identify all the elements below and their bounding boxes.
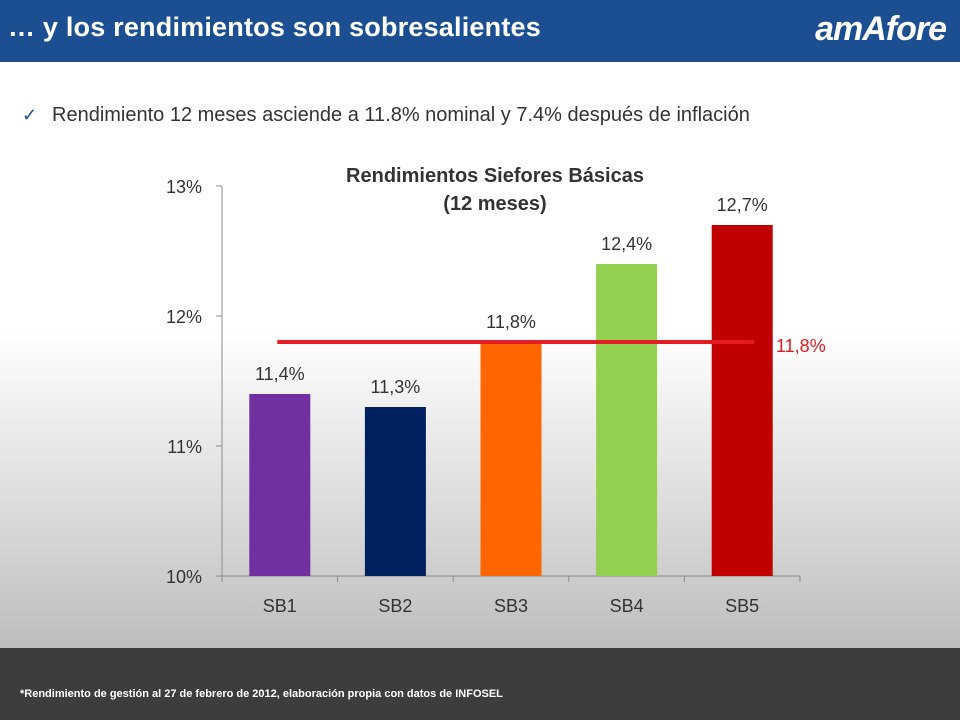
bullet-point: ✓ Rendimiento 12 meses asciende a 11.8% … xyxy=(22,104,750,127)
x-tick-label: SB2 xyxy=(378,596,412,616)
y-tick-label: 11% xyxy=(167,437,202,457)
chart-title-line: (12 meses) xyxy=(443,193,546,215)
y-tick-label: 10% xyxy=(166,567,202,587)
x-tick-label: SB4 xyxy=(610,596,644,616)
header-bar: … y los rendimientos son sobresalientes … xyxy=(0,0,960,62)
bar-sb4 xyxy=(596,264,658,576)
page-title: … y los rendimientos son sobresalientes xyxy=(8,12,541,42)
bar-sb2 xyxy=(364,407,426,576)
checkmark-icon: ✓ xyxy=(22,105,38,125)
x-tick-label: SB3 xyxy=(494,596,528,616)
footer-bar: *Rendimiento de gestión al 27 de febrero… xyxy=(0,648,960,720)
amafore-logo: amAfore xyxy=(815,10,947,48)
data-label: 11,4% xyxy=(255,364,305,384)
chart-title-line: Rendimientos Siefores Básicas xyxy=(346,165,644,187)
data-label: 12,7% xyxy=(717,195,768,215)
bar-sb5 xyxy=(711,225,773,576)
bar-sb3 xyxy=(480,342,542,576)
data-label: 12,4% xyxy=(601,234,652,254)
footnote: *Rendimiento de gestión al 27 de febrero… xyxy=(20,688,503,700)
x-tick-label: SB1 xyxy=(263,596,297,616)
data-label: 11,3% xyxy=(371,377,421,397)
y-tick-label: 13% xyxy=(166,177,202,197)
reference-line-label: 11,8% xyxy=(776,336,826,356)
bar-sb1 xyxy=(249,394,311,576)
bar-chart: Rendimientos Siefores Básicas (12 meses) 1… xyxy=(166,165,826,616)
bullet-text: Rendimiento 12 meses asciende a 11.8% no… xyxy=(52,104,750,126)
x-tick-label: SB5 xyxy=(725,596,759,616)
y-tick-label: 12% xyxy=(166,307,202,327)
data-label: 11,8% xyxy=(486,312,536,332)
